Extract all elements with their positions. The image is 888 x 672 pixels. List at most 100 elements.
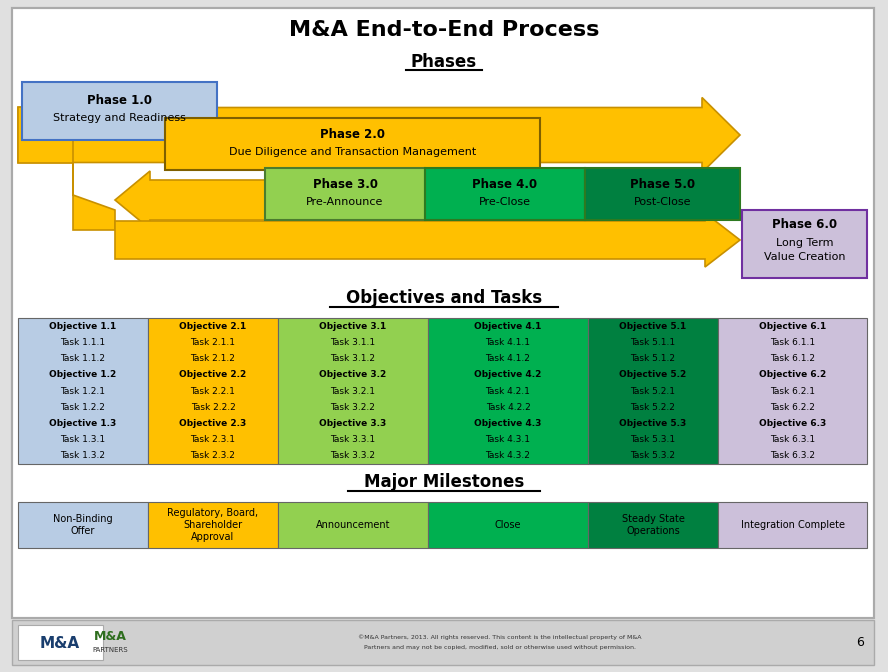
Text: Objective 3.3: Objective 3.3 [320, 419, 386, 428]
Text: Task 1.1.1: Task 1.1.1 [60, 338, 106, 347]
Bar [18, 625, 103, 660]
Text: 6: 6 [856, 636, 864, 650]
Text: Objective 3.1: Objective 3.1 [320, 322, 386, 331]
Text: Task 5.1.1: Task 5.1.1 [630, 338, 676, 347]
Text: Task 6.1.1: Task 6.1.1 [770, 338, 815, 347]
Text: Non-Binding
Offer: Non-Binding Offer [53, 514, 113, 536]
Text: Phase 3.0: Phase 3.0 [313, 177, 377, 190]
Bar [585, 168, 740, 220]
Text: M&A: M&A [93, 630, 126, 644]
Text: Due Diligence and Transaction Management: Due Diligence and Transaction Management [229, 147, 476, 157]
Text: Steady State
Operations: Steady State Operations [622, 514, 685, 536]
Bar [148, 318, 278, 464]
Bar [278, 318, 428, 464]
Text: Objective 6.2: Objective 6.2 [759, 370, 826, 379]
Text: Task 6.2.2: Task 6.2.2 [770, 403, 815, 412]
Text: Task 2.1.1: Task 2.1.1 [191, 338, 235, 347]
Text: Task 6.1.2: Task 6.1.2 [770, 354, 815, 363]
Polygon shape [115, 171, 740, 229]
Text: Task 3.1.1: Task 3.1.1 [330, 338, 376, 347]
Text: Objective 1.3: Objective 1.3 [50, 419, 116, 428]
Bar [12, 620, 874, 665]
Text: PARTNERS: PARTNERS [92, 647, 128, 653]
Text: Task 4.1.1: Task 4.1.1 [486, 338, 530, 347]
Text: Task 4.3.1: Task 4.3.1 [486, 435, 530, 444]
Text: Task 6.2.1: Task 6.2.1 [770, 386, 815, 396]
Text: Objective 5.2: Objective 5.2 [619, 370, 686, 379]
Text: Major Milestones: Major Milestones [364, 473, 524, 491]
Bar [165, 118, 540, 170]
Text: Objective 3.2: Objective 3.2 [320, 370, 386, 379]
Text: Task 1.3.1: Task 1.3.1 [60, 435, 106, 444]
Bar [588, 318, 718, 464]
Bar [265, 168, 425, 220]
Text: Task 5.2.2: Task 5.2.2 [630, 403, 676, 412]
Bar [18, 502, 148, 548]
Text: Integration Complete: Integration Complete [741, 520, 844, 530]
Bar [425, 168, 585, 220]
Text: Task 1.2.1: Task 1.2.1 [60, 386, 106, 396]
Text: Regulatory, Board,
Shareholder
Approval: Regulatory, Board, Shareholder Approval [168, 509, 258, 542]
Bar [718, 502, 867, 548]
Text: Close: Close [495, 520, 521, 530]
Bar [278, 502, 428, 548]
Bar [148, 502, 278, 548]
Text: Partners and may not be copied, modified, sold or otherwise used without permiss: Partners and may not be copied, modified… [364, 646, 636, 650]
Text: Post-Close: Post-Close [634, 197, 691, 207]
Polygon shape [18, 97, 740, 173]
Text: Objective 2.3: Objective 2.3 [179, 419, 247, 428]
Text: Objective 5.3: Objective 5.3 [619, 419, 686, 428]
Text: Pre-Announce: Pre-Announce [306, 197, 384, 207]
Text: Task 2.3.1: Task 2.3.1 [191, 435, 235, 444]
Bar [718, 318, 867, 464]
Text: Task 2.2.2: Task 2.2.2 [191, 403, 235, 412]
Text: Task 1.3.2: Task 1.3.2 [60, 452, 106, 460]
Text: Objective 2.1: Objective 2.1 [179, 322, 247, 331]
Text: Task 5.3.1: Task 5.3.1 [630, 435, 676, 444]
Text: Task 3.3.1: Task 3.3.1 [330, 435, 376, 444]
Text: Task 6.3.1: Task 6.3.1 [770, 435, 815, 444]
Text: Strategy and Readiness: Strategy and Readiness [53, 113, 186, 123]
Text: Task 3.3.2: Task 3.3.2 [330, 452, 376, 460]
Text: Long Term: Long Term [776, 238, 833, 248]
Text: Phase 1.0: Phase 1.0 [87, 93, 152, 106]
Bar [428, 502, 588, 548]
Text: Objective 6.1: Objective 6.1 [759, 322, 826, 331]
Text: Announcement: Announcement [316, 520, 390, 530]
Bar [588, 502, 718, 548]
Text: Task 2.2.1: Task 2.2.1 [191, 386, 235, 396]
Text: Phase 4.0: Phase 4.0 [472, 177, 537, 190]
Text: Task 2.1.2: Task 2.1.2 [191, 354, 235, 363]
Polygon shape [18, 107, 115, 230]
Text: Objective 1.1: Objective 1.1 [50, 322, 116, 331]
Text: M&A: M&A [40, 636, 80, 650]
Text: Task 1.2.2: Task 1.2.2 [60, 403, 106, 412]
Text: Phases: Phases [411, 53, 477, 71]
Bar [22, 82, 217, 140]
Bar [18, 318, 148, 464]
Text: Objective 1.2: Objective 1.2 [50, 370, 116, 379]
Polygon shape [115, 213, 740, 267]
Text: Objective 4.3: Objective 4.3 [474, 419, 542, 428]
Text: Pre-Close: Pre-Close [479, 197, 531, 207]
Text: Objective 4.2: Objective 4.2 [474, 370, 542, 379]
Text: Task 4.2.2: Task 4.2.2 [486, 403, 530, 412]
Text: Objective 4.1: Objective 4.1 [474, 322, 542, 331]
Text: Task 3.2.1: Task 3.2.1 [330, 386, 376, 396]
Text: Task 4.1.2: Task 4.1.2 [486, 354, 530, 363]
Text: Task 4.3.2: Task 4.3.2 [486, 452, 530, 460]
Text: Task 5.3.2: Task 5.3.2 [630, 452, 676, 460]
Text: Task 5.1.2: Task 5.1.2 [630, 354, 676, 363]
Text: Task 1.1.2: Task 1.1.2 [60, 354, 106, 363]
Text: M&A End-to-End Process: M&A End-to-End Process [289, 20, 599, 40]
Text: Task 3.1.2: Task 3.1.2 [330, 354, 376, 363]
Text: Value Creation: Value Creation [764, 252, 845, 262]
Text: Task 3.2.2: Task 3.2.2 [330, 403, 376, 412]
Text: Objective 5.1: Objective 5.1 [619, 322, 686, 331]
Text: Phase 6.0: Phase 6.0 [772, 218, 837, 230]
Text: Phase 2.0: Phase 2.0 [320, 128, 385, 140]
Bar [742, 210, 867, 278]
Bar [428, 318, 588, 464]
Text: Objective 2.2: Objective 2.2 [179, 370, 247, 379]
Text: Objectives and Tasks: Objectives and Tasks [346, 289, 542, 307]
